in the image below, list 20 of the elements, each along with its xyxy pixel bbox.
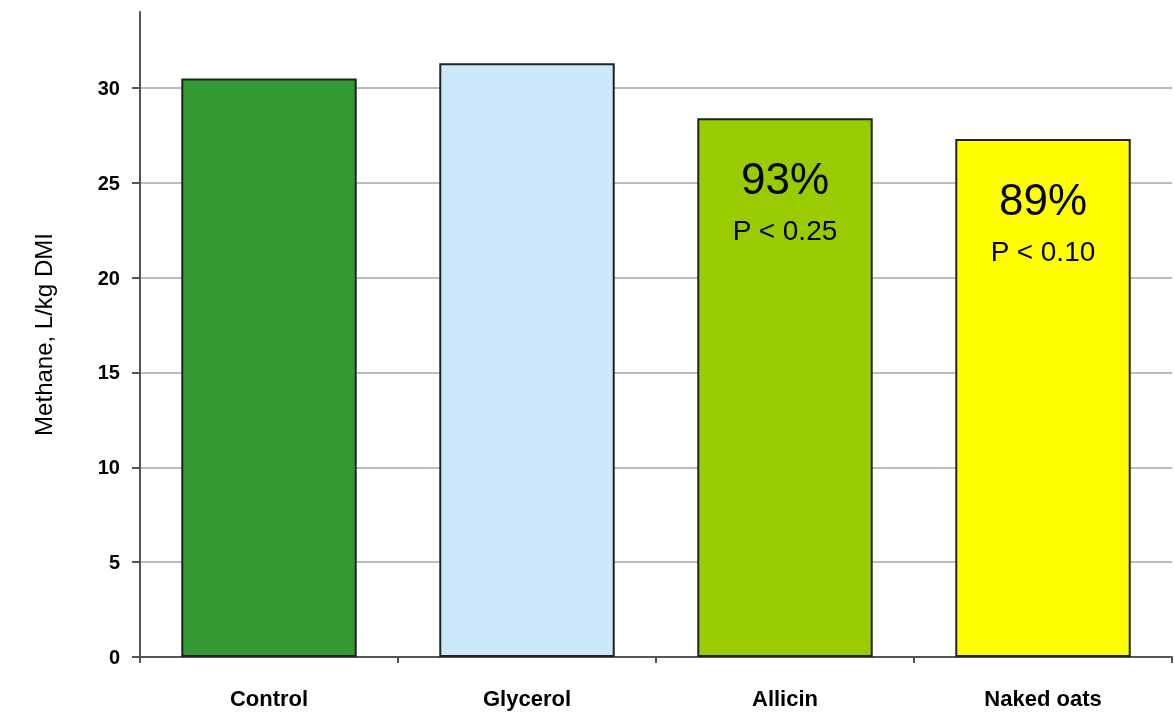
x-tick-label: Glycerol [482, 685, 572, 711]
y-axis-title: Methane, L/kg DMI [29, 233, 57, 436]
annotation: P < 0.10 [990, 235, 1096, 267]
y-tick-label: 10 [97, 456, 120, 479]
y-tick-label: 5 [108, 551, 120, 574]
bar [697, 118, 873, 657]
y-tick-label: 30 [97, 76, 120, 99]
bar [955, 139, 1131, 657]
bar [439, 63, 615, 657]
annotation: 93% [740, 153, 830, 203]
x-tick-label: Allicin [751, 685, 819, 711]
annotation: 89% [998, 174, 1088, 224]
y-tick-label: 25 [97, 171, 120, 194]
bar [181, 78, 357, 657]
x-tick-label: Naked oats [984, 685, 1102, 711]
annotation: P < 0.25 [732, 214, 838, 246]
y-tick-label: 0 [108, 646, 120, 668]
y-tick-label: 15 [97, 361, 120, 384]
x-tick-label: Control [229, 685, 309, 711]
y-tick-label: 20 [97, 266, 120, 289]
